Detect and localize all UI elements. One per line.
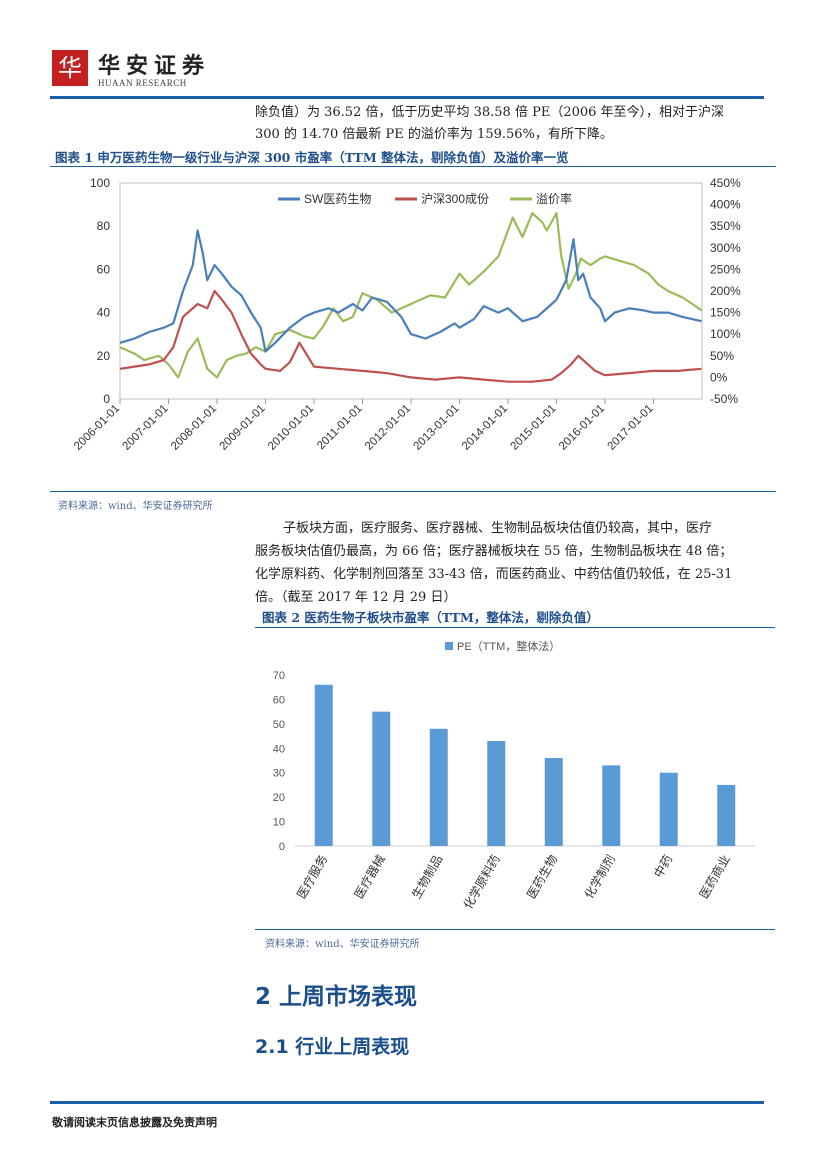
y-tick-label: 70 bbox=[273, 670, 285, 682]
x-tick-label: 2014-01-01 bbox=[460, 403, 510, 453]
logo-icon: 华 bbox=[52, 50, 88, 86]
y-right-tick-label: 250% bbox=[710, 262, 741, 276]
footer-rule bbox=[50, 1101, 764, 1104]
y-tick-label: 20 bbox=[273, 792, 285, 804]
figure2-top-rule bbox=[255, 627, 775, 628]
series-line-premium bbox=[119, 212, 703, 379]
figure1-bottom-rule bbox=[50, 491, 776, 492]
y-right-tick-label: 400% bbox=[710, 198, 741, 212]
y-tick-label: 10 bbox=[273, 817, 285, 829]
y-right-tick-label: 450% bbox=[710, 176, 741, 190]
category-label: 医疗服务 bbox=[293, 852, 330, 901]
category-label: 生物制品 bbox=[409, 853, 445, 902]
figure2-source: 资料来源：wind、华安证券研究所 bbox=[265, 939, 420, 950]
series-line-sw-pharma bbox=[119, 229, 702, 353]
y-right-tick-label: 350% bbox=[710, 219, 741, 233]
footer-disclaimer: 敬请阅读末页信息披露及免责声明 bbox=[52, 1116, 217, 1129]
bar bbox=[717, 784, 736, 846]
brand-name: 华安证券 bbox=[98, 53, 211, 79]
paragraph2-line-1: 子板块方面，医疗服务、医疗器械、生物制品板块估值仍较高，其中，医疗 bbox=[283, 521, 713, 536]
subsection-heading: 2.1 行业上周表现 bbox=[255, 1036, 410, 1058]
legend-label: 溢价率 bbox=[536, 191, 572, 206]
y-right-tick-label: 50% bbox=[710, 349, 734, 363]
x-tick-label: 2009-01-01 bbox=[218, 403, 268, 453]
x-tick-label: 2016-01-01 bbox=[557, 403, 607, 453]
x-tick-label: 2010-01-01 bbox=[266, 403, 316, 453]
y-tick-label: 40 bbox=[273, 743, 285, 755]
legend-label: SW医药生物 bbox=[304, 192, 371, 206]
x-tick-label: 2008-01-01 bbox=[169, 403, 219, 453]
x-tick-label: 2012-01-01 bbox=[363, 403, 413, 453]
bar bbox=[659, 772, 678, 846]
legend-label: 沪深300成份 bbox=[421, 192, 489, 206]
y-tick-label: 30 bbox=[273, 768, 285, 780]
y-right-tick-label: 150% bbox=[710, 306, 741, 320]
figure2-bottom-rule bbox=[255, 929, 775, 930]
category-label: 医药生物 bbox=[524, 853, 560, 902]
bar bbox=[372, 711, 391, 846]
figure1-caption: 图表 1 申万医药生物一级行业与沪深 300 市盈率（TTM 整体法，剔除负值）… bbox=[55, 150, 569, 165]
paragraph2-line-3: 化学原料药、化学制剂回落至 33-43 倍，而医药商业、中药估值仍较低，在 25… bbox=[255, 567, 733, 582]
category-label: 医疗器械 bbox=[351, 852, 388, 901]
bar bbox=[602, 765, 621, 846]
intro-line-2: 300 的 14.70 倍最新 PE 的溢价率为 159.56%，有所下降。 bbox=[255, 127, 613, 142]
paragraph2-line-4: 倍。（截至 2017 年 12 月 29 日） bbox=[255, 590, 457, 605]
header-rule bbox=[50, 96, 764, 99]
x-tick-label: 2007-01-01 bbox=[121, 403, 171, 453]
x-tick-label: 2017-01-01 bbox=[606, 403, 656, 453]
y-right-tick-label: 200% bbox=[710, 284, 741, 298]
brand-name-en: HUAAN RESEARCH bbox=[98, 78, 187, 88]
category-label: 化学原料药 bbox=[460, 852, 503, 911]
intro-line-1: 除负值）为 36.52 倍，低于历史平均 38.58 倍 PE（2006 年至今… bbox=[255, 105, 725, 120]
y-left-tick-label: 60 bbox=[97, 262, 111, 276]
y-right-tick-label: 300% bbox=[710, 241, 741, 255]
y-right-tick-label: -50% bbox=[710, 392, 738, 406]
x-tick-label: 2013-01-01 bbox=[412, 403, 462, 453]
y-tick-label: 50 bbox=[273, 719, 285, 731]
x-tick-label: 2011-01-01 bbox=[315, 403, 364, 452]
y-tick-label: 60 bbox=[273, 694, 285, 706]
bar bbox=[487, 740, 506, 846]
y-right-tick-label: 0% bbox=[710, 370, 728, 384]
y-left-tick-label: 80 bbox=[97, 219, 111, 233]
y-left-tick-label: 0 bbox=[103, 392, 110, 406]
figure2-caption: 图表 2 医药生物子板块市盈率（TTM，整体法，剔除负值） bbox=[262, 610, 599, 625]
y-left-tick-label: 40 bbox=[97, 306, 111, 320]
y-tick-label: 0 bbox=[279, 841, 285, 853]
paragraph2-line-2: 服务板块估值仍最高，为 66 倍；医疗器械板块在 55 倍，生物制品板块在 48… bbox=[255, 544, 733, 559]
figure1-top-rule bbox=[50, 166, 776, 167]
x-tick-label: 2015-01-01 bbox=[509, 403, 559, 453]
y-right-tick-label: 100% bbox=[710, 327, 741, 341]
category-label: 医药商业 bbox=[696, 852, 733, 901]
legend-label: PE（TTM，整体法） bbox=[457, 639, 560, 653]
y-left-tick-label: 20 bbox=[97, 349, 111, 363]
y-left-tick-label: 100 bbox=[90, 176, 110, 190]
legend-swatch bbox=[445, 642, 453, 650]
series-line-hs300 bbox=[119, 289, 702, 383]
x-tick-label: 2006-01-01 bbox=[72, 403, 122, 453]
bar bbox=[429, 728, 448, 846]
bar bbox=[314, 684, 333, 846]
figure1-line-chart: 100 80 60 40 20 0 450% 400% 350% 300% 250% 200% 150%… bbox=[72, 176, 741, 453]
bar bbox=[544, 758, 563, 846]
figure1-source: 资料来源：wind、华安证券研究所 bbox=[58, 501, 213, 512]
section-heading: 2 上周市场表现 bbox=[255, 984, 418, 1010]
category-label: 化学制剂 bbox=[581, 852, 618, 901]
category-label: 中药 bbox=[650, 852, 675, 880]
